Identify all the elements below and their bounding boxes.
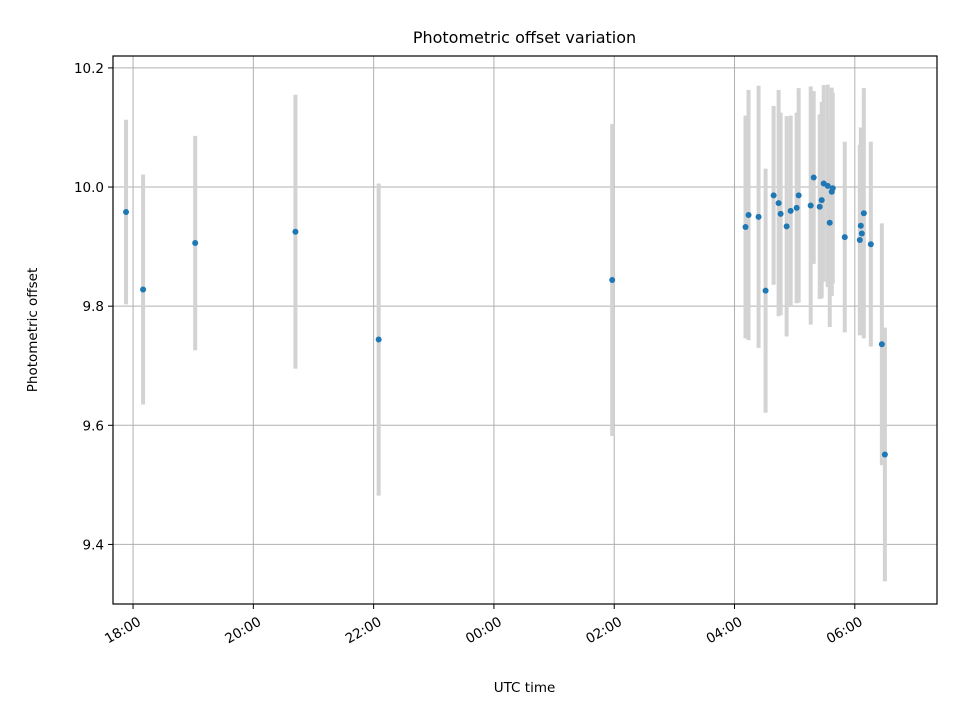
data-point <box>770 192 777 199</box>
data-point <box>192 240 199 247</box>
data-point <box>292 228 299 235</box>
data-point <box>795 192 802 199</box>
data-point <box>816 203 823 210</box>
y-tick-label: 10.0 <box>74 180 104 196</box>
data-point <box>878 341 885 348</box>
data-point <box>375 336 382 343</box>
data-point <box>867 241 874 248</box>
data-point <box>810 174 817 181</box>
data-point <box>856 237 863 244</box>
data-point <box>762 287 769 294</box>
y-tick-label: 9.6 <box>83 418 104 434</box>
data-point <box>775 200 782 207</box>
data-points <box>123 174 888 458</box>
data-point <box>787 207 794 214</box>
data-point <box>609 276 616 283</box>
y-tick-label: 10.2 <box>74 61 104 77</box>
chart-title: Photometric offset variation <box>413 28 636 47</box>
data-point <box>857 222 864 229</box>
data-point <box>858 230 865 237</box>
x-axis-label: UTC time <box>494 680 556 696</box>
data-point <box>829 185 836 192</box>
data-point <box>783 223 790 230</box>
data-point <box>140 286 147 293</box>
data-point <box>841 234 848 241</box>
data-point <box>742 223 749 230</box>
data-point <box>824 182 831 189</box>
y-axis-label: Photometric offset <box>25 268 41 392</box>
data-point <box>793 204 800 211</box>
data-point <box>123 209 130 216</box>
y-axis-ticks: 9.4 9.6 9.8 10.0 10.2 <box>74 61 113 553</box>
data-point <box>818 197 825 204</box>
data-point <box>745 212 752 219</box>
data-point <box>807 202 814 209</box>
data-point <box>881 451 888 458</box>
data-point <box>755 213 762 220</box>
data-point <box>777 210 784 217</box>
y-tick-label: 9.4 <box>83 537 104 553</box>
y-tick-label: 9.8 <box>83 299 104 315</box>
plot-frame <box>112 55 938 605</box>
data-point <box>826 219 833 226</box>
data-point <box>860 210 867 217</box>
